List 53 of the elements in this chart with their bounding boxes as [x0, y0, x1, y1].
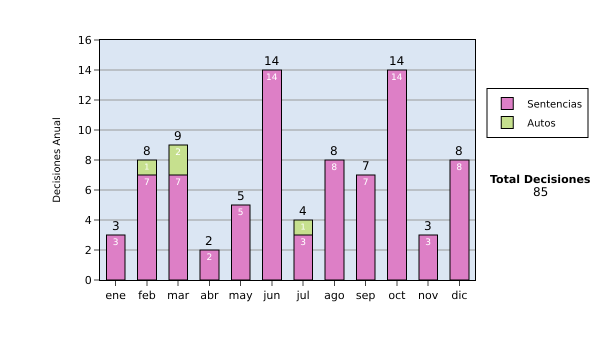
legend-label: Sentencias	[527, 99, 582, 110]
text: Total Decisiones	[490, 173, 591, 186]
total-label: 3	[424, 219, 432, 233]
y-axis-title: Decisiones Anual	[52, 117, 63, 203]
x-tick-label: ago	[324, 289, 345, 302]
y-tick-label: 12	[78, 94, 92, 107]
x-tick-label: abr	[200, 289, 219, 302]
y-tick-label: 6	[84, 184, 92, 197]
text: 85	[533, 185, 548, 199]
total-label: 14	[264, 54, 280, 68]
legend-label: Autos	[527, 118, 556, 130]
x-tick-label: may	[228, 289, 254, 302]
data-label: 14	[391, 73, 403, 83]
x-tick-label: jul	[296, 289, 310, 302]
data-label: 8	[456, 163, 462, 173]
data-label: 7	[362, 178, 368, 188]
y-tick-label: 10	[78, 124, 92, 137]
x-tick-label: sep	[356, 289, 376, 302]
total-label: 2	[205, 234, 213, 248]
x-tick-label: oct	[388, 289, 406, 302]
data-label: 1	[144, 161, 150, 172]
data-label: 8	[331, 163, 338, 173]
total-label: 14	[389, 54, 404, 68]
y-tick-label: 8	[84, 154, 92, 167]
data-label: 1	[300, 221, 306, 232]
data-label: 3	[112, 238, 118, 248]
data-label: 2	[206, 253, 212, 263]
total-label: 5	[237, 189, 245, 203]
total-label: 8	[143, 144, 151, 158]
total-label: 9	[174, 129, 182, 143]
y-tick-label: 14	[78, 64, 92, 77]
y-tick-label: 16	[78, 34, 92, 47]
y-tick-label: 4	[84, 214, 92, 227]
x-tick-label: mar	[167, 289, 190, 302]
data-label: 5	[238, 208, 244, 218]
x-tick-label: ene	[105, 289, 126, 302]
x-tick-label: feb	[138, 289, 156, 302]
y-tick-label: 2	[84, 244, 92, 257]
total-label: 4	[299, 204, 307, 218]
total-label: 3	[112, 219, 120, 233]
data-label: 7	[144, 178, 150, 188]
data-label: 3	[300, 238, 306, 248]
total-label: 8	[330, 144, 338, 158]
data-label: 7	[175, 178, 181, 188]
x-tick-label: jun	[262, 289, 280, 302]
data-label: 3	[425, 238, 431, 248]
total-label: 8	[455, 144, 463, 158]
x-tick-label: dic	[451, 289, 468, 302]
x-tick-label: nov	[418, 289, 439, 302]
total-label: 7	[362, 159, 370, 173]
y-tick-label: 0	[84, 274, 92, 287]
data-label: 14	[266, 73, 278, 83]
data-label: 2	[175, 148, 181, 158]
